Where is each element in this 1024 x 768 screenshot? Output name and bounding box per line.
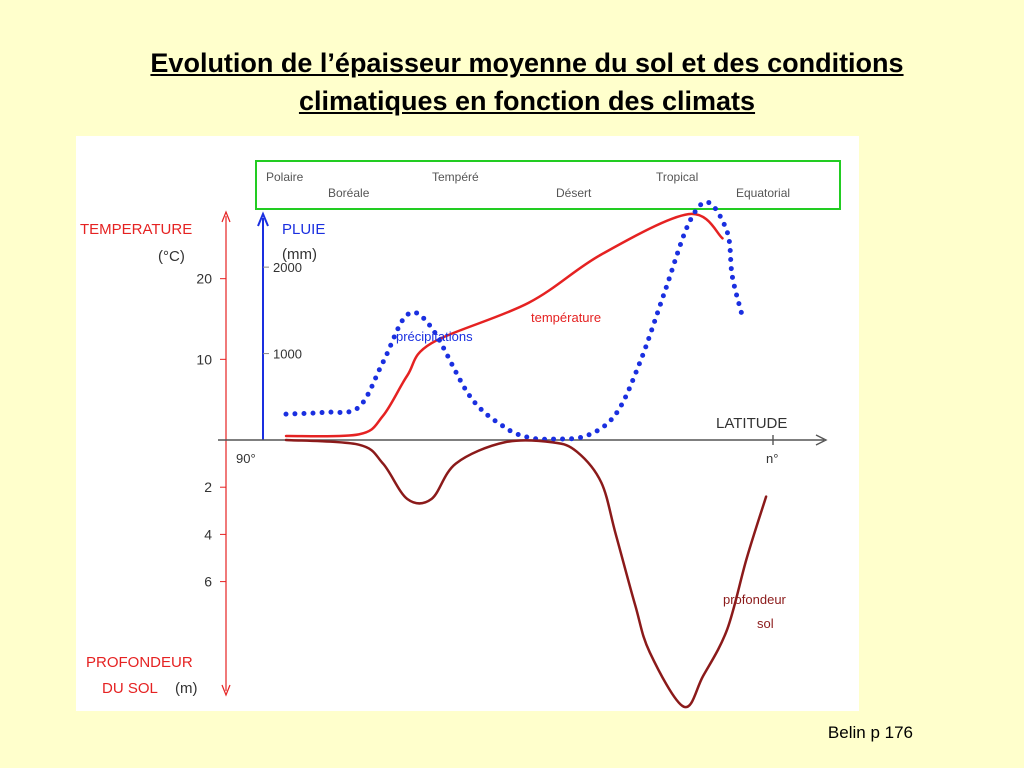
climate-label: Désert: [556, 186, 592, 200]
soil-series-label-2: sol: [757, 616, 774, 631]
climate-label: Tempéré: [432, 170, 479, 184]
soil-axis-unit: (m): [175, 680, 198, 697]
temperature-axis-label: TEMPERATURE: [80, 221, 192, 238]
latitude-axis-label: LATITUDE: [716, 415, 787, 432]
climate-label: Boréale: [328, 186, 370, 200]
rain-axis-arrow: [257, 211, 269, 227]
soil-axis-label-2: DU SOL: [102, 680, 158, 697]
rain-tick-label: 1000: [273, 347, 302, 362]
soil-axis-arrow: [221, 684, 231, 697]
soil-series-line: [284, 438, 768, 709]
rain-series-label: précipitations: [396, 329, 473, 344]
temperature-tick-label: 20: [196, 271, 212, 287]
temperature-series-line: [284, 212, 724, 438]
chart-title-line1: Evolution de l’épaisseur moyenne du sol …: [150, 48, 904, 78]
latitude-start-label: 90°: [236, 451, 256, 466]
soil-series-label: profondeur: [723, 592, 787, 607]
temperature-axis-arrow: [221, 210, 231, 223]
temperature-tick-label: 10: [196, 351, 212, 367]
chart-title: Evolution de l’épaisseur moyenne du sol …: [0, 44, 1024, 120]
soil-tick-label: 4: [204, 526, 212, 542]
climate-label: Equatorial: [736, 186, 790, 200]
latitude-end-label: n°: [766, 451, 778, 466]
soil-tick-label: 2: [204, 479, 212, 495]
rain-axis-label: PLUIE: [282, 221, 325, 238]
latitude-axis-arrow: [815, 434, 828, 446]
temperature-axis-unit: (°C): [158, 248, 185, 265]
rain-axis-unit: (mm): [282, 246, 317, 263]
soil-tick-label: 6: [204, 574, 212, 590]
chart-panel: Polaire Tempéré Tropical Boréale Désert Equat…: [76, 136, 859, 711]
soil-axis-label: PROFONDEUR: [86, 654, 193, 671]
temperature-series-label: température: [531, 310, 601, 325]
climate-box: [255, 160, 841, 210]
climate-label: Polaire: [266, 170, 304, 184]
soil-climate-chart: Polaire Tempéré Tropical Boréale Désert Equat…: [80, 160, 841, 709]
source-citation: Belin p 176: [827, 723, 913, 742]
chart-title-line2: climatiques en fonction des climats: [298, 86, 756, 116]
climate-label: Tropical: [656, 170, 698, 184]
rain-series-line: [283, 199, 745, 442]
rain-tick-label: 2000: [273, 260, 302, 275]
